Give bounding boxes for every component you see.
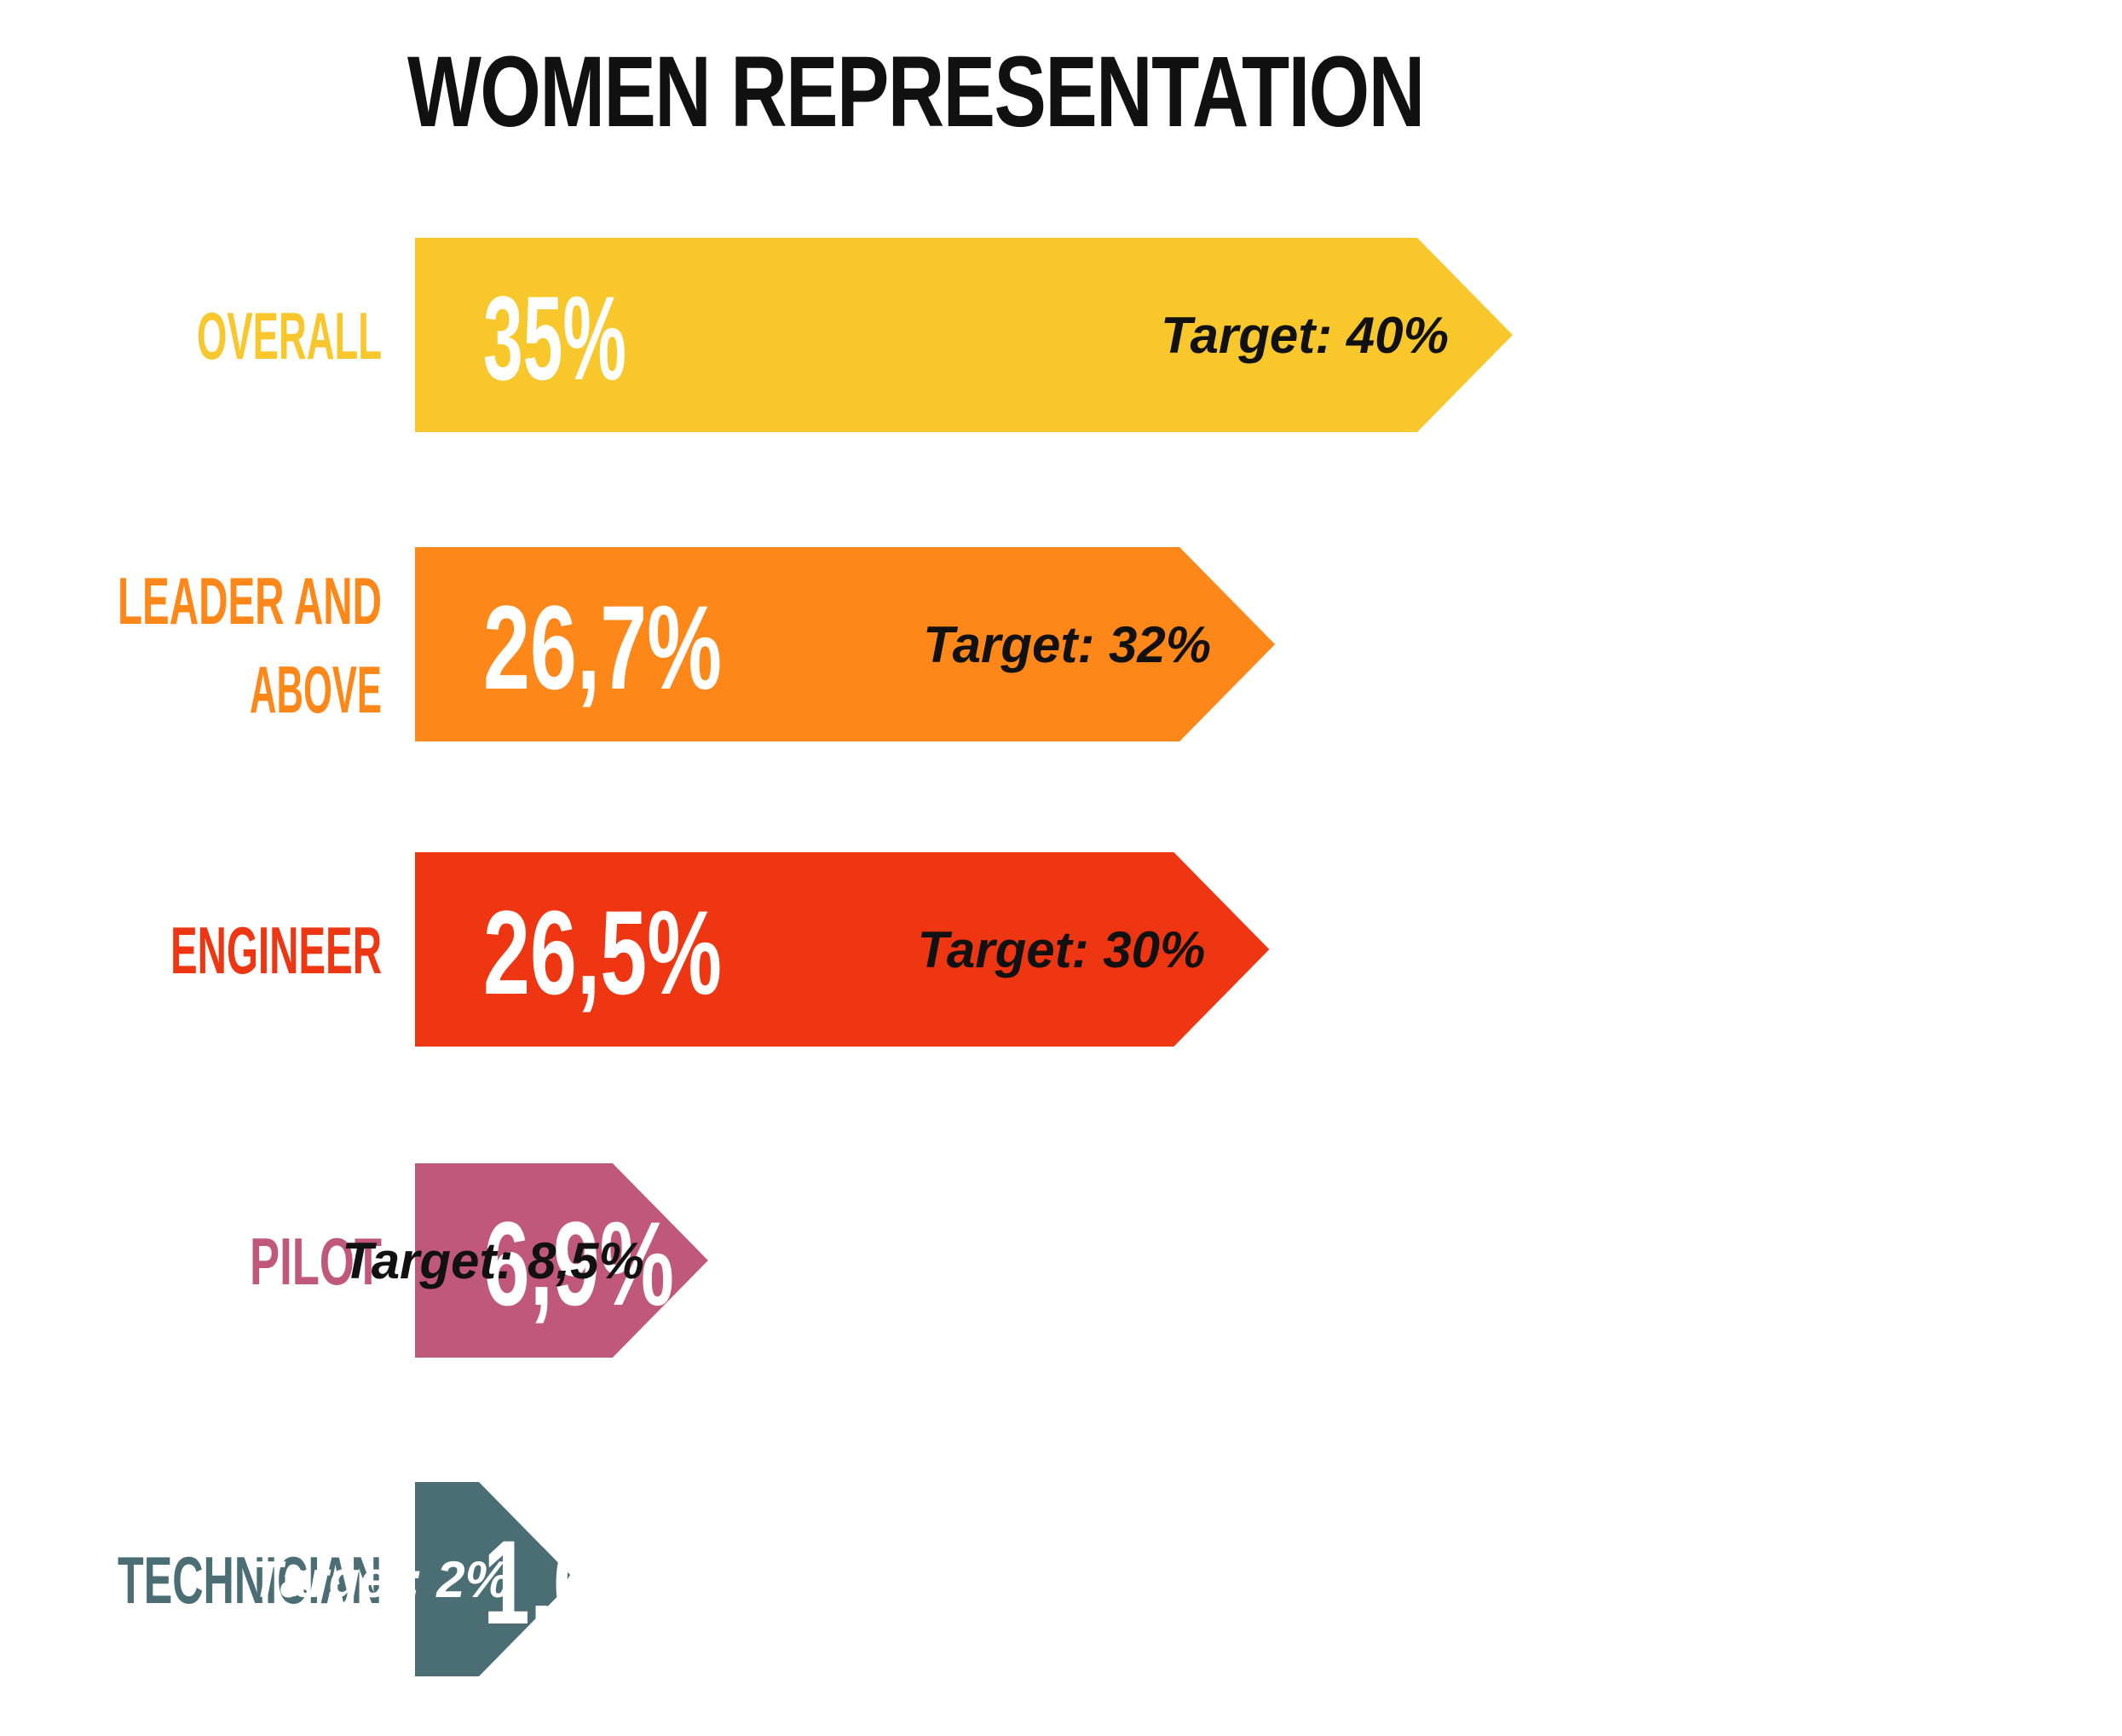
target-label-leader-and-above: Target: 32% bbox=[923, 616, 1211, 673]
bar-overall bbox=[415, 238, 1513, 432]
target-label-pilot: Target: 8,5% bbox=[342, 1232, 644, 1289]
bar-engineer bbox=[415, 852, 1270, 1047]
value-label-engineer: 26,5% bbox=[483, 885, 722, 1019]
category-label-pilot: PILOT bbox=[250, 1224, 382, 1299]
bar-pilot bbox=[415, 1163, 708, 1358]
bar-technician bbox=[415, 1482, 574, 1676]
category-label-engineer: ENGINEER bbox=[170, 913, 382, 988]
target-label-overall: Target: 40% bbox=[1161, 307, 1449, 364]
category-label-technician: TECHNICIAN bbox=[118, 1543, 382, 1618]
target-label-technician: Target: 2% bbox=[251, 1551, 510, 1608]
bar-leader-and-above bbox=[415, 547, 1276, 741]
value-label-leader-and-above: 26,7% bbox=[483, 580, 722, 714]
category-label-overall: OVERALL bbox=[197, 298, 382, 373]
value-label-overall: 35% bbox=[483, 271, 626, 405]
category-label-leader-and-above: LEADER AND ABOVE bbox=[118, 563, 382, 727]
chart-title: WOMEN REPRESENTATION bbox=[407, 36, 1425, 148]
target-label-engineer: Target: 30% bbox=[918, 921, 1206, 978]
value-label-technician: 1,6% bbox=[483, 1515, 674, 1649]
value-label-pilot: 6,9% bbox=[483, 1197, 674, 1330]
